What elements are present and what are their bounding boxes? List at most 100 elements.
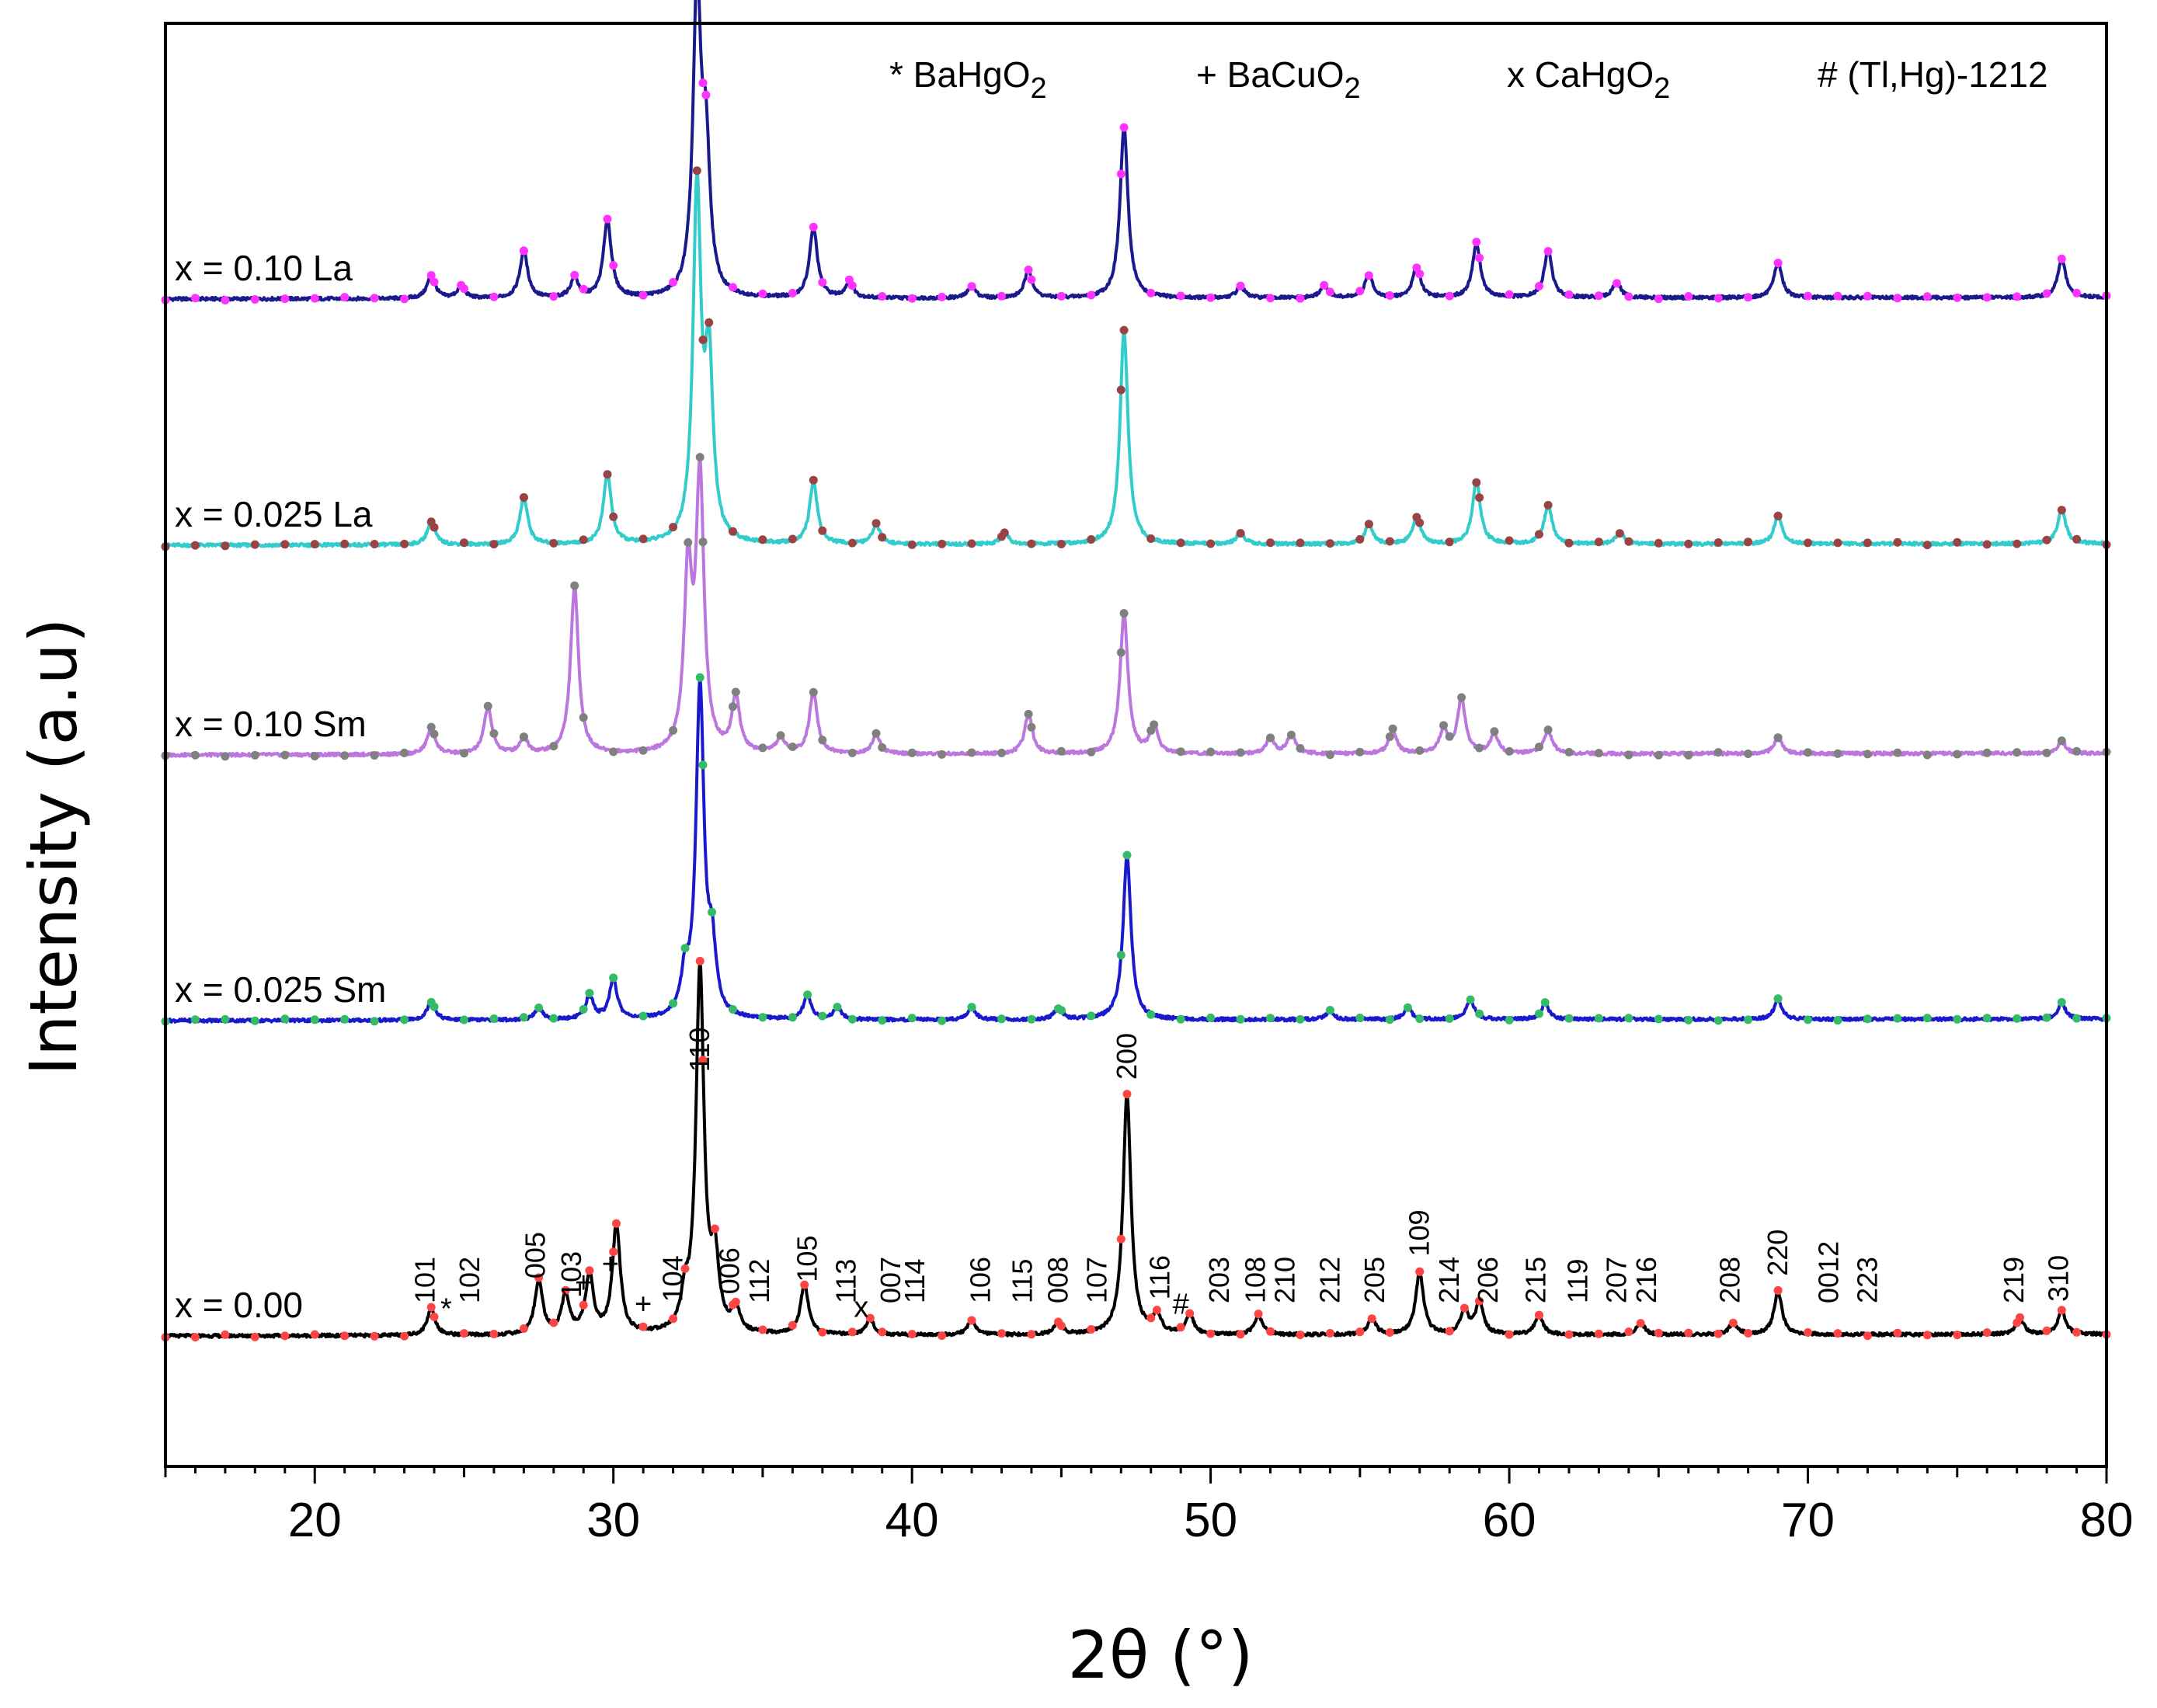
series-marker xyxy=(1415,1267,1425,1276)
series-marker xyxy=(603,214,612,224)
series-marker xyxy=(1684,750,1693,760)
series-label: x = 0.10 Sm xyxy=(175,704,367,744)
series-marker xyxy=(1713,1016,1723,1025)
series-marker xyxy=(1176,1014,1185,1024)
series-marker xyxy=(1296,744,1305,753)
series-marker xyxy=(818,1011,827,1021)
series-marker xyxy=(1535,1310,1543,1320)
series-marker xyxy=(638,1322,648,1331)
series-marker xyxy=(1236,529,1245,538)
series-marker xyxy=(1024,709,1033,718)
series-marker xyxy=(1403,1003,1412,1012)
series-marker xyxy=(310,752,319,760)
series-marker xyxy=(1415,1014,1425,1024)
series-marker xyxy=(221,541,230,551)
legend-label: + BaCuO2 xyxy=(1196,54,1361,105)
series-marker xyxy=(997,291,1006,301)
series-marker xyxy=(871,729,881,738)
series-marker xyxy=(1150,720,1159,729)
series-marker xyxy=(1713,1329,1723,1338)
series-marker xyxy=(549,1318,558,1327)
series-marker xyxy=(1863,1014,1872,1024)
x-tick-label: 60 xyxy=(1483,1494,1536,1547)
series-marker xyxy=(534,1004,544,1012)
series-marker xyxy=(489,1330,499,1338)
series-marker xyxy=(534,1273,544,1282)
series-marker xyxy=(698,336,708,344)
peak-annotation: 223 xyxy=(1851,1257,1883,1303)
series-marker xyxy=(788,1320,797,1330)
series-marker xyxy=(280,294,290,304)
series-marker xyxy=(1415,746,1425,755)
series-marker xyxy=(878,1016,887,1025)
peak-annotation: 007 xyxy=(875,1257,906,1303)
series-marker xyxy=(1364,520,1373,529)
y-axis-title: Intensity (a.u) xyxy=(16,617,92,1075)
series-marker xyxy=(776,731,785,740)
peak-annotation: 101 xyxy=(409,1257,441,1303)
series-marker xyxy=(1206,1013,1216,1022)
series-marker xyxy=(1654,1014,1663,1024)
series-marker xyxy=(729,1005,737,1014)
series-marker xyxy=(1087,1325,1096,1334)
series-marker xyxy=(1744,1015,1753,1024)
series-marker xyxy=(818,278,827,287)
peak-annotation: 212 xyxy=(1313,1257,1345,1303)
series-marker xyxy=(1119,325,1129,335)
series-marker xyxy=(1325,1329,1334,1338)
series-marker xyxy=(1982,293,1992,302)
series-marker xyxy=(907,540,917,549)
series-marker xyxy=(549,1014,558,1023)
x-tick-label: 30 xyxy=(586,1494,640,1547)
peak-annotation: 219 xyxy=(1998,1257,2030,1303)
series-marker xyxy=(1325,287,1334,297)
series-marker xyxy=(370,751,379,760)
series-marker xyxy=(638,1011,648,1021)
series-marker xyxy=(1388,724,1397,733)
series-marker xyxy=(221,1014,230,1024)
series-marker xyxy=(1728,1318,1738,1327)
legend-label: x CaHgO2 xyxy=(1507,54,1670,105)
series-marker xyxy=(1206,747,1216,757)
series-marker xyxy=(1893,748,1902,757)
series-marker xyxy=(1266,538,1275,548)
peak-annotation: 108 xyxy=(1239,1257,1271,1303)
series-marker xyxy=(1505,746,1514,756)
series-label: x = 0.00 xyxy=(175,1285,303,1325)
series-marker xyxy=(585,989,594,998)
series-marker xyxy=(695,673,705,682)
series-marker xyxy=(1713,538,1723,547)
series-marker xyxy=(997,748,1006,757)
x-tick-label: 20 xyxy=(288,1494,342,1547)
series-marker xyxy=(1773,511,1783,520)
peak-annotation: 006 xyxy=(714,1247,746,1294)
series-marker xyxy=(1122,851,1132,860)
series-marker xyxy=(1152,1306,1161,1315)
series-marker xyxy=(809,222,818,231)
series-marker xyxy=(426,997,436,1007)
series-marker xyxy=(1654,294,1663,304)
series-marker xyxy=(1266,1014,1275,1023)
series-marker xyxy=(1535,743,1543,752)
series-marker xyxy=(519,732,528,742)
series-marker xyxy=(1744,1329,1753,1338)
series-marker xyxy=(669,523,678,532)
series-marker xyxy=(1863,750,1872,759)
series-marker xyxy=(221,296,230,304)
series-marker xyxy=(1146,1313,1156,1323)
series-marker xyxy=(1122,1090,1132,1099)
series-marker xyxy=(1922,292,1932,301)
series-marker xyxy=(370,540,379,548)
series-marker xyxy=(579,535,588,544)
series-marker xyxy=(1804,538,1812,548)
series-marker xyxy=(1027,722,1036,732)
series-marker xyxy=(695,956,705,965)
series-marker xyxy=(967,539,976,548)
series-marker xyxy=(809,687,818,697)
series-marker xyxy=(758,289,767,298)
series-marker xyxy=(1472,238,1481,246)
series-marker xyxy=(1684,292,1693,301)
phase-marker: # xyxy=(1173,1289,1189,1321)
series-line xyxy=(164,0,2107,302)
series-marker xyxy=(1176,538,1185,548)
